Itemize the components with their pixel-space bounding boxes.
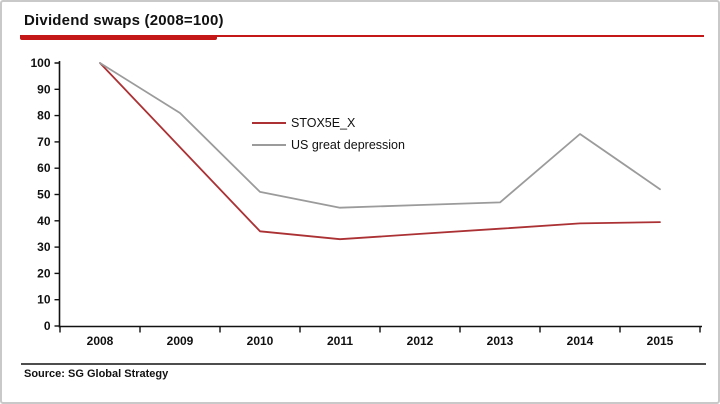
legend-line-swatch-depression — [252, 144, 286, 146]
series-line-us-great-depression — [99, 62, 661, 209]
chart-legend: STOX5E_X US great depression — [252, 112, 405, 156]
y-axis-tick-label: 40 — [37, 214, 51, 228]
title-underline-thick — [20, 35, 217, 40]
y-axis-tick-label: 70 — [37, 135, 51, 149]
legend-label: STOX5E_X — [291, 116, 356, 130]
x-axis-tick-label: 2012 — [407, 334, 434, 348]
legend-item-stox5e: STOX5E_X — [252, 112, 405, 134]
series-line-stox5e-x — [99, 62, 661, 241]
x-axis-tick-label: 2010 — [247, 334, 274, 348]
x-axis-tick-label: 2011 — [327, 334, 353, 348]
y-axis-tick-label: 0 — [44, 319, 51, 333]
footer-divider — [21, 363, 706, 365]
legend-line-swatch-stox5e — [252, 122, 286, 124]
y-axis-tick-label: 100 — [30, 56, 50, 70]
x-axis-tick-label: 2013 — [487, 334, 514, 348]
x-axis-tick-label: 2009 — [167, 334, 194, 348]
x-axis-tick-label: 2014 — [567, 334, 594, 348]
x-axis-tick-label: 2015 — [647, 334, 674, 348]
y-axis-tick-label: 20 — [37, 266, 51, 280]
x-axis-tick-label: 2008 — [87, 334, 114, 348]
y-axis-tick-label: 50 — [37, 188, 51, 202]
legend-label: US great depression — [291, 138, 405, 152]
source-note: Source: SG Global Strategy — [24, 368, 169, 380]
chart-title: Dividend swaps (2008=100) — [24, 12, 224, 29]
title-underline-thin — [20, 35, 704, 37]
y-axis-tick-label: 80 — [37, 109, 51, 123]
legend-item-depression: US great depression — [252, 134, 405, 156]
y-axis-tick-label: 10 — [37, 293, 51, 307]
y-axis-tick-label: 90 — [37, 82, 51, 96]
y-axis-tick-label: 30 — [37, 240, 51, 254]
y-axis-tick-label: 60 — [37, 161, 51, 175]
